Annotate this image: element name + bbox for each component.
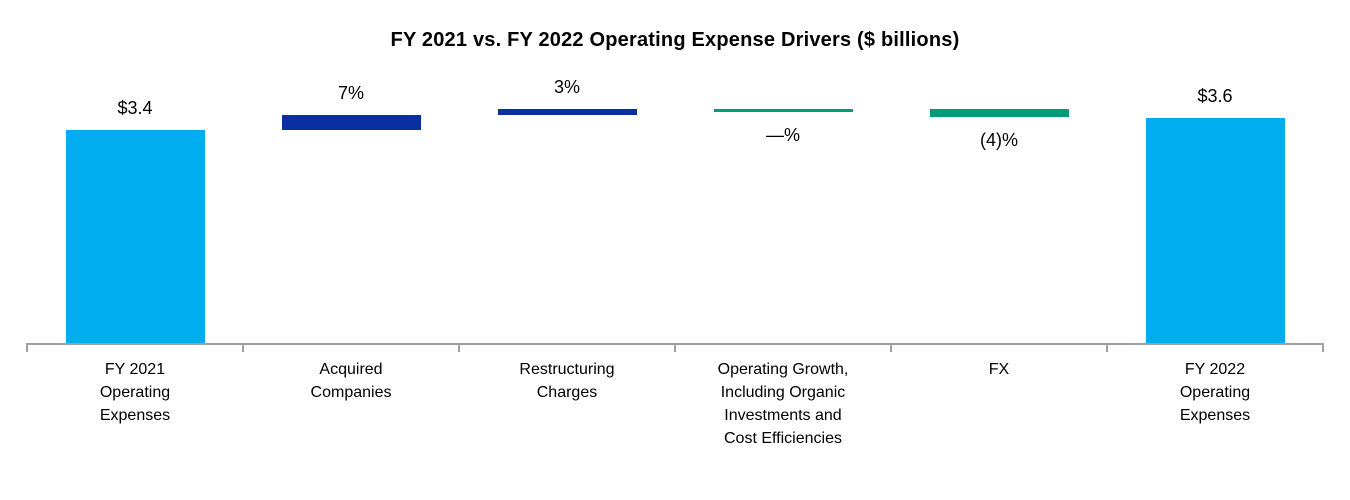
waterfall-bar bbox=[929, 108, 1069, 118]
category-label-line: Expenses bbox=[99, 407, 171, 424]
waterfall-bar bbox=[281, 115, 421, 131]
waterfall-bar bbox=[713, 108, 853, 112]
category-label-line: Charges bbox=[536, 384, 598, 401]
category-label-line: Including Organic bbox=[720, 384, 846, 401]
waterfall-bar bbox=[1145, 117, 1285, 343]
category-label-line: FY 2021 bbox=[104, 361, 166, 378]
category-label: FY 2022 Operating Expenses bbox=[1107, 358, 1323, 427]
x-axis-tick bbox=[458, 343, 460, 352]
chart-title: FY 2021 vs. FY 2022 Operating Expense Dr… bbox=[390, 29, 960, 51]
category-label-line: Restructuring bbox=[519, 361, 615, 378]
bar-value-label: $3.4 bbox=[117, 98, 153, 119]
category-label-line: Acquired bbox=[319, 361, 383, 378]
category-label: FX bbox=[891, 358, 1107, 381]
x-axis-tick bbox=[242, 343, 244, 352]
category-label-line: Investments and bbox=[724, 407, 842, 424]
waterfall-bar bbox=[65, 130, 205, 343]
bar-value-label: (4)% bbox=[979, 130, 1018, 151]
category-label-line: Expenses bbox=[1179, 407, 1251, 424]
x-axis-tick bbox=[1322, 343, 1324, 352]
category-label: FY 2021 Operating Expenses bbox=[27, 358, 243, 427]
waterfall-bar bbox=[497, 108, 637, 116]
category-label-line: Cost Efficiencies bbox=[724, 430, 842, 447]
x-axis-tick bbox=[890, 343, 892, 352]
category-label-line: Companies bbox=[310, 384, 392, 401]
category-label: Restructuring Charges bbox=[459, 358, 675, 404]
category-label-line: FY 2022 bbox=[1184, 361, 1246, 378]
x-axis-tick bbox=[674, 343, 676, 352]
category-label-line: Operating Growth, bbox=[717, 361, 849, 378]
bar-value-label: 3% bbox=[553, 76, 580, 97]
bar-value-label: $3.6 bbox=[1197, 85, 1233, 106]
category-label: Operating Growth, Including Organic Invest… bbox=[675, 358, 891, 450]
bar-value-label: —% bbox=[765, 124, 800, 145]
x-axis-tick bbox=[1106, 343, 1108, 352]
bar-value-label: 7% bbox=[337, 83, 364, 104]
category-label-line: Operating bbox=[99, 384, 171, 401]
category-label: Acquired Companies bbox=[243, 358, 459, 404]
category-label-line: FX bbox=[988, 361, 1010, 378]
category-label-line: Operating bbox=[1179, 384, 1251, 401]
x-axis-tick bbox=[26, 343, 28, 352]
